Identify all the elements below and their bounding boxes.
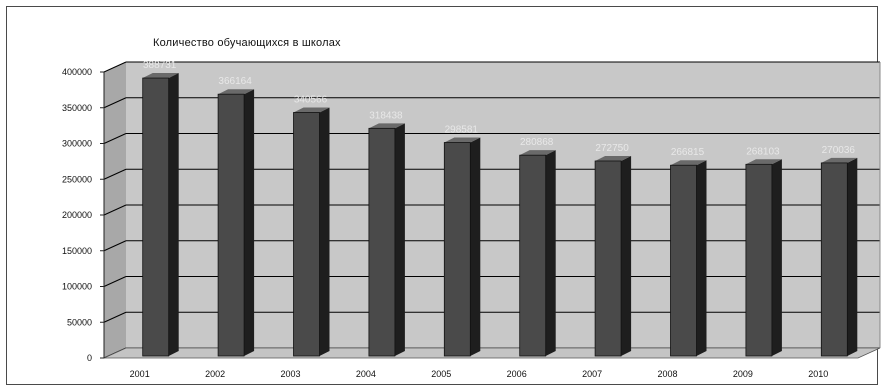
- bar-top-2010: [821, 157, 858, 163]
- x-tick-label: 2001: [130, 369, 150, 379]
- bar-2009: [745, 163, 773, 357]
- data-label: 268103: [746, 146, 780, 157]
- data-label: 270036: [822, 145, 856, 156]
- data-label: 266815: [671, 147, 705, 158]
- bar-top-2009: [745, 159, 782, 165]
- bar-side-2004: [394, 123, 405, 356]
- bar-side-2007: [621, 155, 632, 356]
- data-label: 340566: [294, 94, 328, 105]
- x-tick-label: 2004: [356, 369, 376, 379]
- data-label: 280868: [520, 137, 554, 148]
- y-tick-label: 350000: [62, 103, 92, 113]
- data-label: 318438: [369, 110, 403, 121]
- data-label: 298581: [445, 125, 479, 136]
- y-tick-label: 300000: [62, 139, 92, 149]
- y-tick-label: 0: [87, 353, 92, 363]
- bar-2006: [519, 154, 547, 357]
- bar-top-2003: [293, 107, 330, 113]
- gridline-side: [103, 97, 127, 109]
- bar-top-2005: [444, 137, 481, 143]
- x-tick-label: 2002: [205, 369, 225, 379]
- bar-top-2004: [368, 123, 405, 129]
- x-tick-label: 2008: [657, 369, 677, 379]
- gridline-side: [103, 133, 127, 144]
- data-label: 388731: [143, 60, 177, 71]
- bar-side-2006: [545, 150, 556, 356]
- bar-side-2001: [168, 73, 179, 356]
- bar-side-2010: [847, 157, 858, 356]
- bar-side-2009: [771, 159, 782, 356]
- y-tick-label: 200000: [62, 210, 92, 220]
- y-tick-label: 150000: [62, 246, 92, 256]
- gridline-side: [103, 61, 127, 73]
- x-tick-label: 2010: [808, 369, 828, 379]
- x-tick-label: 2007: [582, 369, 602, 379]
- bar-2005: [443, 142, 471, 357]
- bar-side-2003: [319, 107, 330, 357]
- bar-top-2001: [142, 73, 179, 79]
- bar-2007: [594, 160, 622, 357]
- bar-2003: [293, 112, 320, 357]
- data-label: 272750: [595, 143, 629, 154]
- bar-2001: [142, 77, 170, 357]
- x-tick-label: 2003: [280, 369, 300, 379]
- bar-top-2008: [670, 160, 707, 166]
- x-tick-label: 2006: [507, 369, 527, 379]
- bar-2010: [820, 162, 848, 357]
- bar-2004: [368, 127, 396, 357]
- gridline-side: [103, 240, 127, 252]
- bar-2002: [217, 93, 245, 357]
- data-label: 366164: [218, 76, 252, 87]
- gridline-side: [103, 168, 127, 180]
- y-tick-label: 100000: [62, 282, 92, 292]
- gridline-side: [103, 311, 127, 323]
- gridline-side: [103, 204, 127, 216]
- x-tick-label: 2009: [733, 369, 753, 379]
- bar-side-2008: [696, 160, 707, 356]
- bar-side-2002: [244, 89, 255, 356]
- y-tick-label: 400000: [62, 67, 92, 77]
- bar-top-2006: [519, 150, 556, 156]
- chart-title: Количество обучающихся в школах: [153, 37, 341, 49]
- bar-side-2005: [470, 137, 481, 356]
- gridline-side: [103, 276, 127, 287]
- bar-top-2007: [595, 155, 632, 161]
- bar-top-2002: [218, 89, 255, 95]
- x-tick-label: 2005: [431, 369, 451, 379]
- bar-2008: [670, 164, 697, 357]
- y-tick-label: 50000: [67, 317, 92, 327]
- y-tick-label: 250000: [62, 174, 92, 184]
